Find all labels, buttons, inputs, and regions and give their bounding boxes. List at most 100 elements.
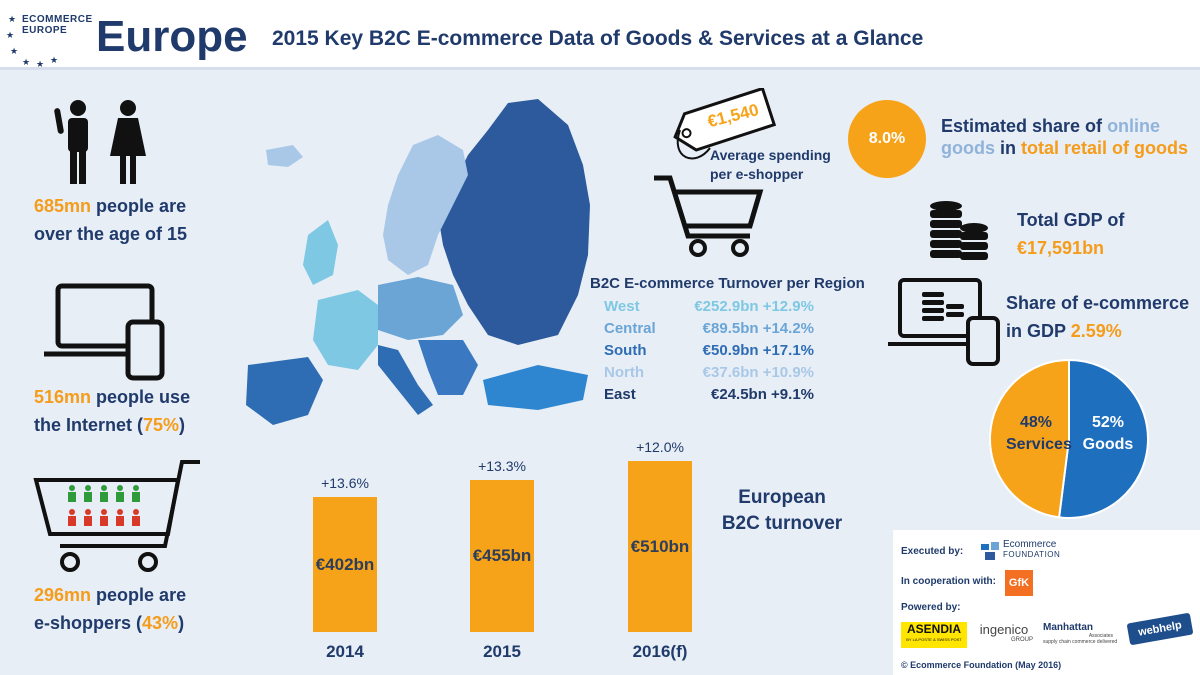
gdp-block: Total GDP of €17,591bn: [1017, 206, 1124, 262]
gdp-value: €17,591bn: [1017, 238, 1105, 258]
population-stat: 685mn people are over the age of 15: [34, 192, 187, 248]
bar-category-label: 2016(f): [632, 642, 688, 661]
asendia-sub: BY LA POSTE & SWISS POST: [906, 637, 962, 642]
share-line2-c: total retail of goods: [1021, 138, 1189, 158]
eshoppers-stat: 296mn people are e-shoppers (43%): [34, 581, 186, 637]
map-region-west-uk: [303, 220, 338, 285]
eshoppers-value: 296mn: [34, 585, 92, 605]
pie-slice-services: [989, 358, 1070, 519]
price-tag-cart-icon: [654, 88, 777, 257]
asendia-name: ASENDIA: [906, 622, 961, 636]
logo-line1: ECOMMERCE: [22, 14, 93, 25]
people-icon: [54, 100, 146, 184]
gdp-share-block: Share of e-commerce in GDP 2.59%: [1006, 289, 1189, 345]
gdp-label: Total GDP of: [1017, 210, 1125, 230]
gdp-share-label1: Share of e-commerce: [1006, 293, 1190, 313]
manhattan-sub: Associates: [1088, 633, 1113, 639]
bar-value-label: €455bn: [472, 545, 532, 565]
region-name: West: [604, 298, 640, 315]
ingenico-sub: GROUP: [1010, 637, 1033, 643]
region-value: €37.6bn +10.9%: [702, 364, 814, 381]
eu-stars-icon: ★ ★ ★ ★ ★ ★: [6, 14, 58, 68]
internet-text2-pre: the Internet (: [34, 415, 144, 435]
map-region-east: [438, 99, 590, 345]
region-table-title: B2C E-commerce Turnover per Region: [590, 275, 865, 292]
bar-category-label: 2014: [326, 642, 364, 661]
laptop-coins-icon: [888, 278, 1000, 366]
manhattan-tag: supply chain commerce delivered: [1043, 639, 1118, 645]
map-region-south-balkans: [418, 340, 478, 395]
map-region-west: [313, 290, 378, 370]
eshoppers-text2-pre: e-shoppers (: [34, 613, 143, 633]
bar-2014: [313, 497, 377, 632]
cooperation-label: In cooperation with:: [901, 576, 996, 587]
population-value: 685mn: [34, 196, 92, 216]
bar-2015: [470, 479, 534, 632]
map-region-south-italy: [378, 345, 433, 415]
bar-value-label: €510bn: [630, 536, 690, 556]
eshoppers-text2-post: ): [178, 613, 185, 633]
svg-text:★: ★: [36, 59, 44, 68]
region-name: Central: [604, 320, 656, 337]
pie-goods-name: Goods: [1082, 436, 1134, 453]
powered-by-label: Powered by:: [901, 602, 961, 613]
copyright: © Ecommerce Foundation (May 2016): [901, 660, 1062, 670]
share-circle: 8.0%: [848, 100, 926, 178]
ecommerce-foundation-logo: Ecommerce FOUNDATION: [1003, 540, 1060, 560]
svg-text:★: ★: [50, 55, 58, 65]
pie-services-pct: 48%: [1019, 414, 1053, 431]
svg-text:★: ★: [6, 30, 14, 40]
share-line2-a: goods: [941, 138, 995, 158]
svg-text:★: ★: [10, 46, 18, 56]
turnover-label2: B2C turnover: [721, 513, 843, 534]
pie-goods-label: 52% Goods: [1078, 412, 1138, 456]
turnover-label: European B2C turnover: [712, 485, 852, 537]
bar-growth-label: +12.0%: [636, 439, 684, 456]
page-title: Europe: [96, 12, 248, 61]
region-value: €50.9bn +17.1%: [702, 342, 814, 359]
ef-name2: FOUNDATION: [1003, 550, 1061, 559]
gdp-share-value: 2.59%: [1070, 321, 1122, 341]
spending-label2: per e-shopper: [710, 166, 804, 182]
pie-goods-pct: 52%: [1091, 414, 1125, 431]
population-text1: people are: [91, 196, 187, 216]
share-line1-b: online: [1107, 116, 1161, 136]
eshoppers-text1: people are: [91, 585, 187, 605]
page-subtitle: 2015 Key B2C E-commerce Data of Goods & …: [272, 27, 924, 50]
internet-text2-post: ): [179, 415, 186, 435]
ecommerce-foundation-logo-icon: [981, 542, 999, 560]
internet-text1: people use: [91, 387, 191, 407]
region-value: €89.5bn +14.2%: [702, 320, 814, 337]
map-region-north: [383, 135, 468, 275]
webhelp-logo: webhelp: [1126, 612, 1194, 646]
region-name: North: [604, 364, 644, 381]
population-text2: over the age of 15: [34, 224, 188, 244]
turnover-label1: European: [738, 487, 826, 508]
bar-value-label: €402bn: [315, 554, 375, 574]
share-line1-a: Estimated share of: [941, 116, 1108, 136]
bar-growth-label: +13.6%: [321, 475, 369, 492]
map-region-south-iberia: [246, 357, 323, 425]
manhattan-name: Manhattan: [1043, 622, 1093, 633]
share-text: Estimated share of online goods in total…: [941, 115, 1188, 159]
internet-stat: 516mn people use the Internet (75%): [34, 383, 190, 439]
ingenico-name: ingenico: [979, 622, 1029, 637]
region-name: East: [604, 386, 636, 403]
share-line2-b: in: [995, 138, 1021, 158]
region-value: €24.5bn +9.1%: [711, 386, 814, 403]
logo: ECOMMERCE EUROPE: [22, 14, 93, 36]
bar-growth-label: +13.3%: [478, 457, 526, 474]
eshoppers-pct: 43%: [142, 613, 179, 633]
map-region-south-turkey: [483, 365, 588, 410]
map-region-central: [378, 277, 463, 340]
pie-slice-goods: [1057, 358, 1149, 519]
region-value: €252.9bn +12.9%: [694, 298, 814, 315]
pie-services-label: 48% Services: [1006, 412, 1072, 456]
asendia-logo: ASENDIA BY LA POSTE & SWISS POST: [901, 622, 967, 648]
spending-label1: Average spending: [710, 147, 831, 163]
europe-map: [246, 99, 590, 425]
svg-text:★: ★: [8, 14, 16, 24]
bar-category-label: 2015: [483, 642, 521, 661]
executed-by-label: Executed by:: [901, 546, 964, 557]
ingenico-logo: ingenico GROUP: [975, 622, 1033, 643]
